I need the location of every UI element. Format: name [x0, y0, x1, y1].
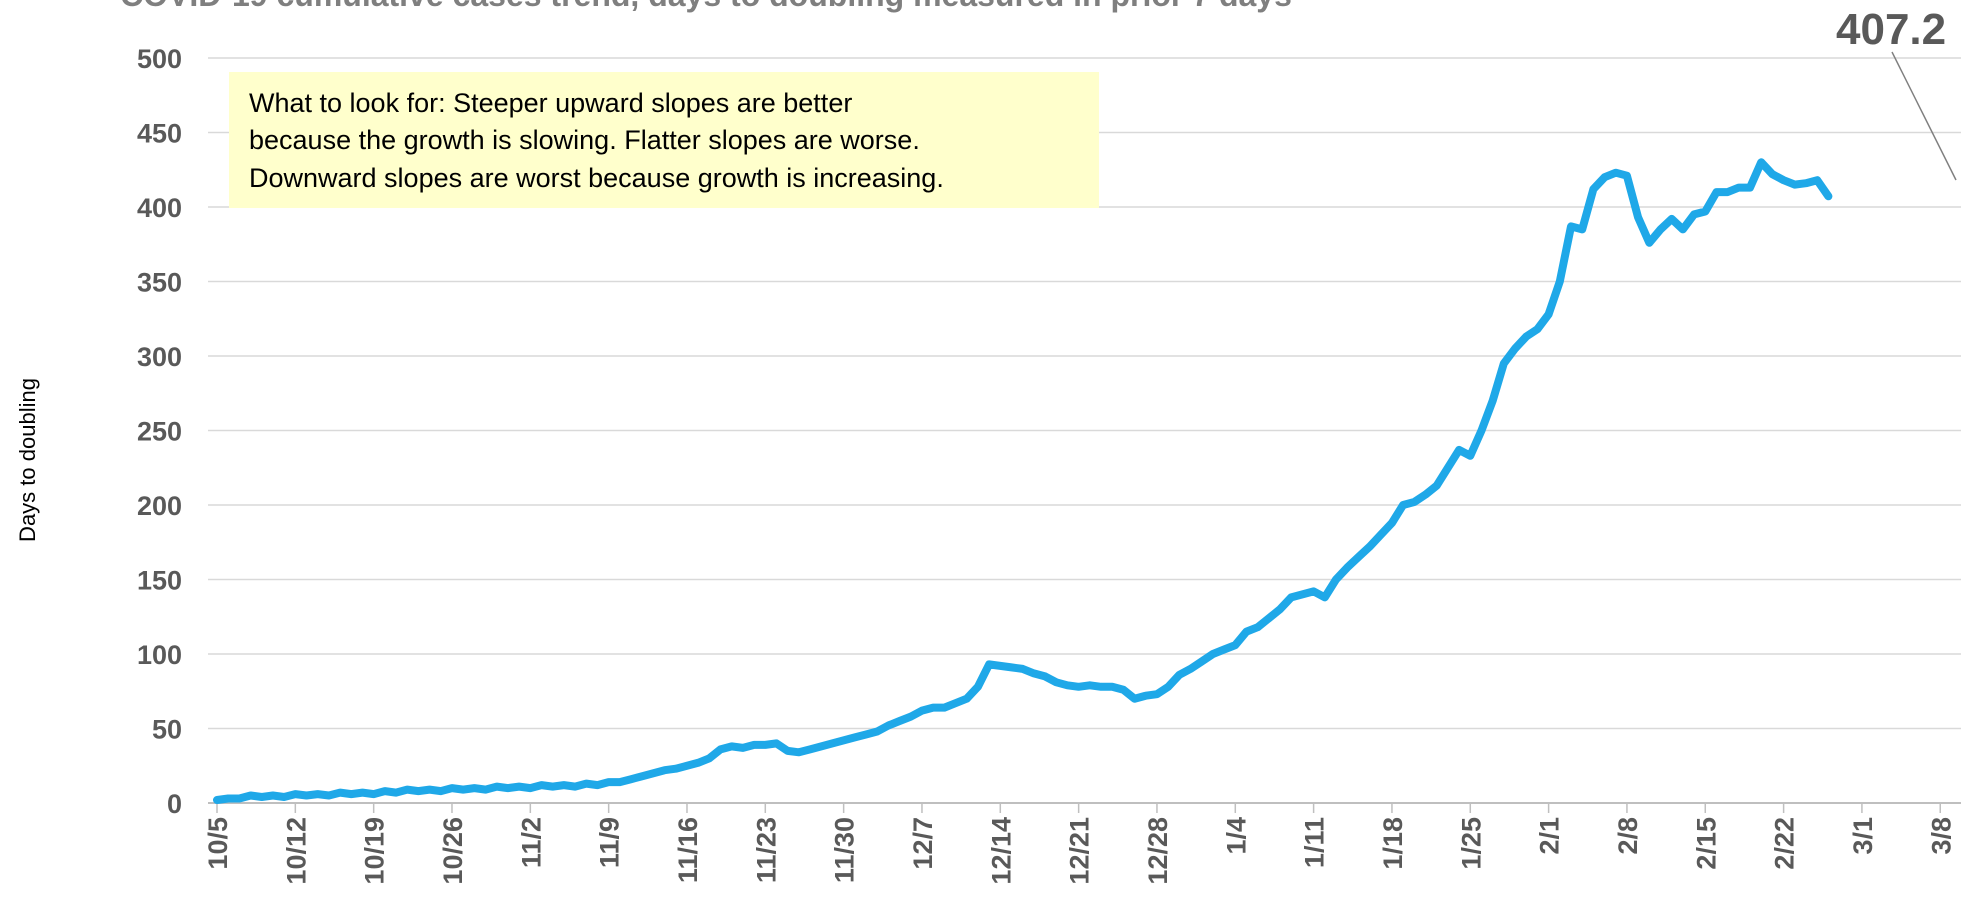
y-tick-label: 500 — [137, 44, 182, 74]
y-tick-label: 450 — [137, 119, 182, 149]
x-tick-labels: 10/5 10/12 10/19 10/26 11/2 11/9 11/16 11/23 11/… — [203, 803, 1956, 885]
x-tick-label: 2/8 — [1613, 817, 1643, 855]
y-tick-label: 200 — [137, 491, 182, 521]
x-tick-label: 10/26 — [438, 817, 468, 885]
x-tick-label: 11/30 — [830, 817, 860, 883]
x-tick-label: 11/2 — [516, 817, 546, 868]
x-tick-label: 11/16 — [673, 817, 703, 883]
y-tick-label: 50 — [152, 715, 182, 745]
x-tick-label: 10/12 — [281, 817, 311, 885]
annotation-line-1: What to look for: Steeper upward slopes … — [249, 88, 852, 118]
annotation-box: What to look for: Steeper upward slopes … — [229, 72, 1099, 208]
x-tick-label: 10/19 — [360, 817, 390, 885]
last-value-leader-line — [1891, 51, 1957, 181]
series-line — [213, 158, 1833, 804]
y-tick-label: 400 — [137, 193, 182, 223]
x-tick-label: 1/4 — [1221, 817, 1251, 855]
x-tick-label: 2/15 — [1691, 817, 1721, 870]
x-tick-label: 12/7 — [908, 817, 938, 870]
x-tick-label: 3/1 — [1848, 817, 1878, 855]
annotation-line-2: because the growth is slowing. Flatter s… — [249, 125, 920, 155]
x-tick-label: 1/25 — [1456, 817, 1486, 870]
x-tick-label: 10/5 — [203, 817, 233, 870]
last-value-label: 407.2 — [1836, 5, 1946, 54]
y-tick-label: 250 — [137, 417, 182, 447]
x-tick-label: 3/8 — [1926, 817, 1956, 855]
x-tick-label: 12/14 — [986, 817, 1016, 885]
x-tick-label: 11/9 — [595, 817, 625, 868]
x-tick-label: 2/1 — [1535, 817, 1565, 855]
x-tick-label: 2/22 — [1770, 817, 1800, 870]
y-tick-label: 350 — [137, 268, 182, 298]
x-tick-label: 12/28 — [1143, 817, 1173, 885]
annotation-line-3: Downward slopes are worst because growth… — [249, 163, 944, 193]
annotation-background — [229, 72, 1099, 208]
x-tick-label: 12/21 — [1065, 817, 1095, 885]
chart-title: COVID-19 cumulative cases trend, days to… — [120, 0, 1292, 13]
y-tick-labels: 0 50 100 150 200 250 300 350 400 450 500 — [137, 44, 182, 819]
x-tick-label: 1/11 — [1300, 817, 1330, 868]
y-axis-label: Days to doubling — [15, 378, 40, 542]
y-tick-label: 100 — [137, 640, 182, 670]
x-tick-label: 1/18 — [1378, 817, 1408, 870]
y-tick-label: 150 — [137, 566, 182, 596]
x-tick-label: 11/23 — [751, 817, 781, 883]
series-group — [213, 158, 1833, 804]
y-tick-label: 300 — [137, 342, 182, 372]
y-tick-label: 0 — [167, 789, 182, 819]
